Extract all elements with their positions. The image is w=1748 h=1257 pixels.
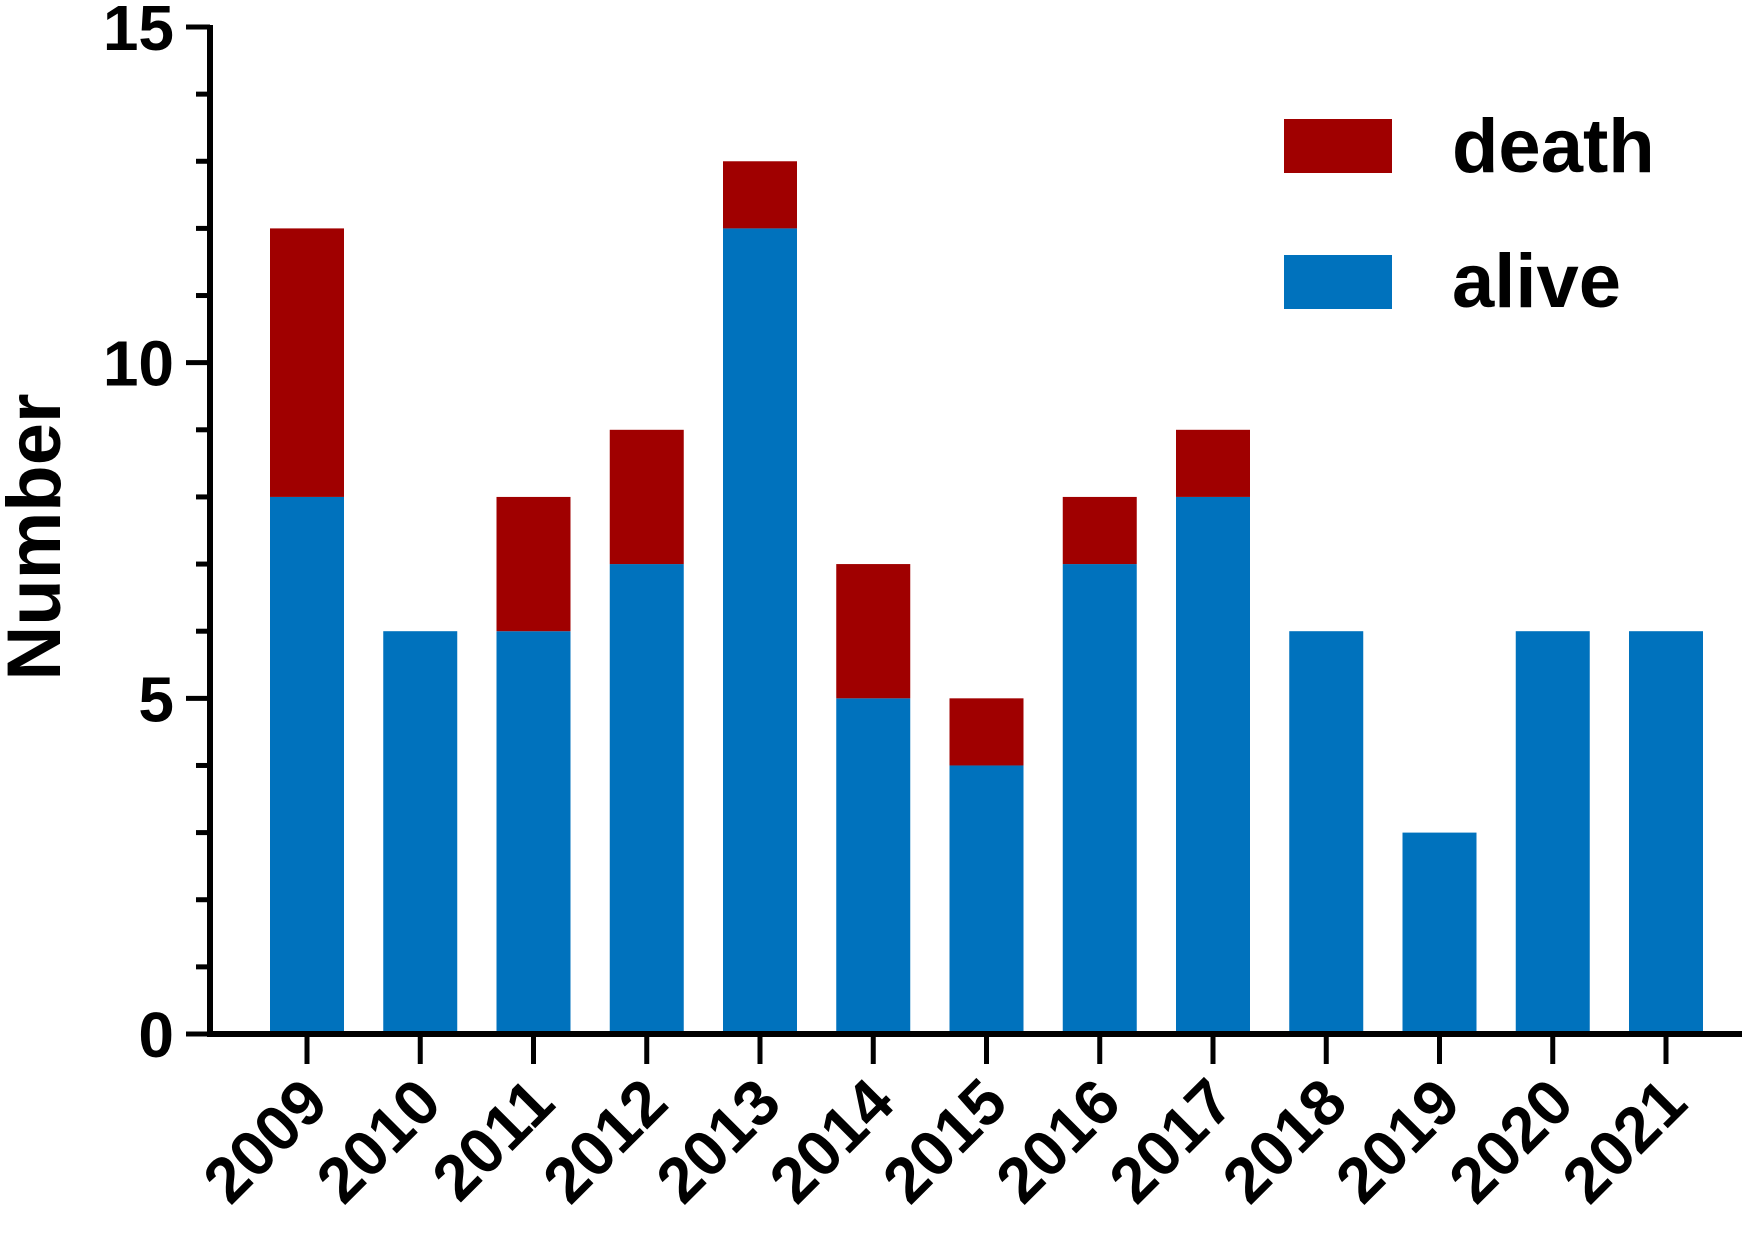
- legend-label-alive: alive: [1452, 239, 1621, 324]
- x-tick-label: 2016: [982, 1065, 1134, 1217]
- bar-alive-2012: [609, 564, 684, 1034]
- bar-death-2014: [836, 564, 911, 699]
- bar-death-2012: [609, 429, 684, 565]
- bar-alive-2010: [383, 631, 458, 1034]
- x-tick-label: 2009: [189, 1065, 341, 1217]
- bar-alive-2017: [1176, 496, 1250, 1034]
- y-tick-label: 0: [138, 999, 174, 1071]
- x-tick-label: 2018: [1209, 1065, 1361, 1217]
- x-tick-label: 2014: [756, 1065, 908, 1217]
- bar-alive-2011: [496, 631, 571, 1034]
- x-tick-label: 2017: [1095, 1065, 1247, 1217]
- y-tick-label: 15: [103, 0, 174, 64]
- x-tick-label: 2013: [642, 1065, 794, 1217]
- bar-death-2011: [496, 496, 571, 632]
- bar-alive-2013: [723, 228, 797, 1034]
- x-tick-label: 2019: [1322, 1065, 1474, 1217]
- legend-swatch-alive: [1284, 255, 1392, 309]
- y-tick-label: 10: [103, 328, 174, 400]
- bar-alive-2018: [1289, 631, 1364, 1034]
- x-tick-label: 2011: [418, 1065, 567, 1214]
- x-tick-label: 2020: [1435, 1065, 1587, 1217]
- x-tick-label: 2015: [869, 1065, 1021, 1217]
- legend-swatch-death: [1284, 119, 1392, 173]
- bar-death-2009: [270, 228, 344, 497]
- x-tick-label: 2021: [1548, 1065, 1700, 1217]
- bars-group: [270, 161, 1703, 1034]
- x-tick-label: 2012: [529, 1065, 681, 1217]
- bar-alive-2014: [836, 698, 911, 1034]
- legend-label-death: death: [1452, 104, 1655, 189]
- bar-alive-2021: [1629, 631, 1703, 1034]
- y-tick-label: 5: [138, 663, 174, 735]
- bar-alive-2020: [1515, 631, 1590, 1034]
- bar-alive-2016: [1062, 564, 1137, 1034]
- bar-death-2016: [1062, 496, 1137, 565]
- bar-death-2017: [1176, 429, 1250, 497]
- bar-death-2013: [723, 161, 797, 229]
- bar-alive-2019: [1402, 832, 1477, 1034]
- bar-death-2015: [949, 698, 1024, 766]
- bar-alive-2009: [270, 496, 344, 1034]
- x-tick-label: 2010: [303, 1065, 455, 1217]
- bar-alive-2015: [949, 765, 1024, 1034]
- legend: death alive: [1284, 104, 1655, 324]
- y-axis-title: Number: [0, 393, 77, 680]
